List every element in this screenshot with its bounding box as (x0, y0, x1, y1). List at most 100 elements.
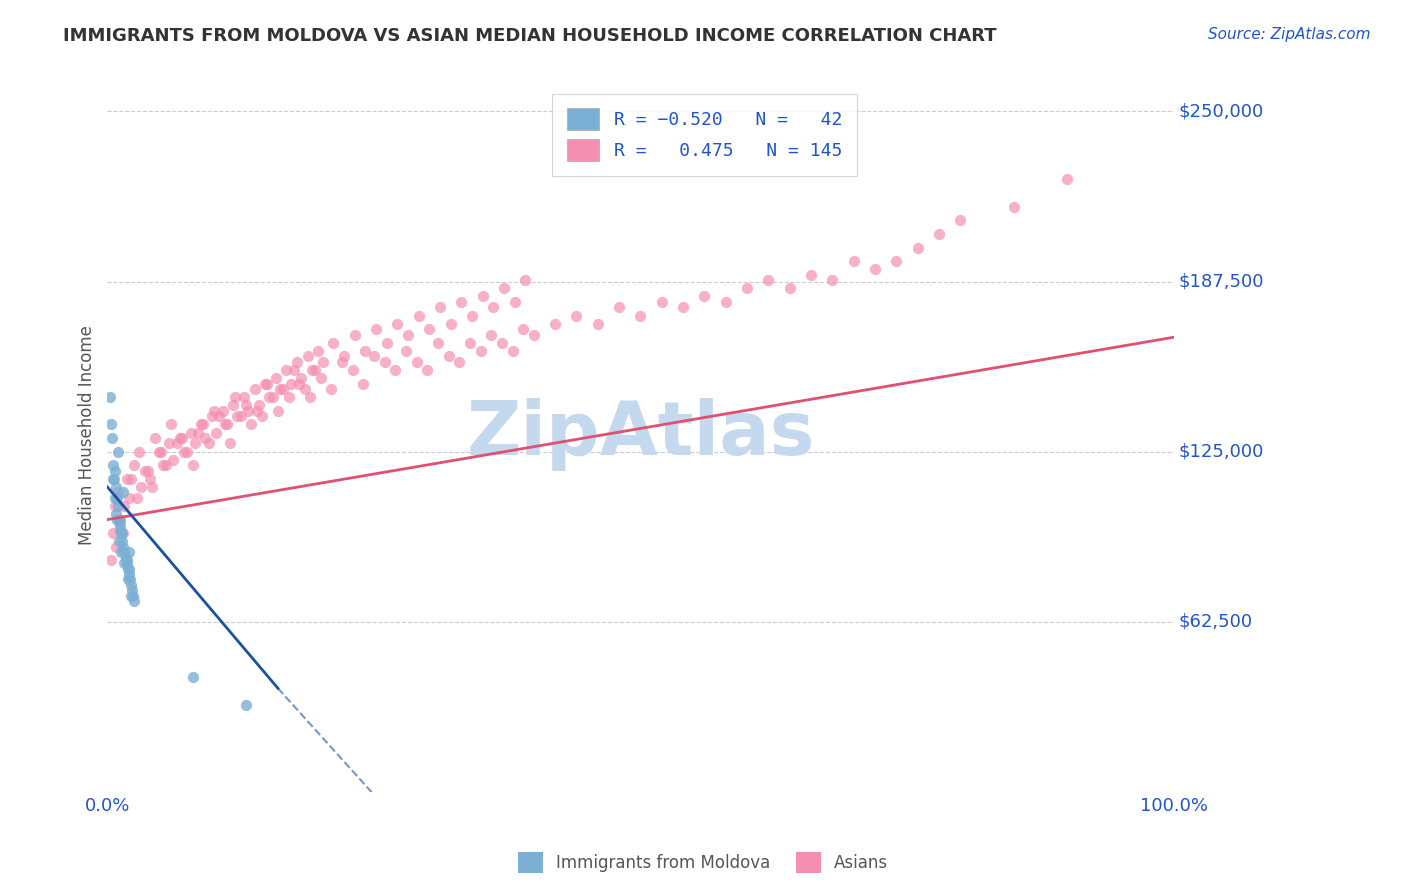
Point (115, 556, 138, 570)
Point (127, 491, 149, 505)
Point (112, 526, 135, 541)
Text: $125,000: $125,000 (1178, 442, 1264, 460)
Point (262, 390, 284, 404)
Point (111, 534, 134, 549)
Point (128, 444, 150, 458)
Point (321, 382, 343, 396)
Point (277, 390, 299, 404)
Point (492, 281, 515, 295)
Legend: Immigrants from Moldova, Asians: Immigrants from Moldova, Asians (512, 846, 894, 880)
Point (271, 382, 294, 396)
Point (173, 444, 195, 458)
Point (267, 403, 290, 417)
Point (118, 561, 141, 575)
Point (949, 213, 972, 227)
Point (202, 403, 225, 417)
Point (565, 309, 588, 323)
Point (301, 363, 323, 377)
Point (405, 355, 427, 369)
Point (215, 417, 238, 432)
Point (714, 294, 737, 309)
Point (104, 464, 127, 478)
Point (136, 464, 159, 478)
Point (197, 436, 219, 450)
Point (104, 491, 127, 505)
Point (118, 573, 141, 587)
Point (108, 518, 131, 533)
Point (523, 327, 546, 342)
Point (247, 398, 270, 412)
Point (229, 409, 252, 424)
Point (416, 363, 439, 377)
Point (288, 376, 311, 391)
Point (630, 309, 652, 323)
Point (162, 452, 184, 467)
Point (208, 409, 231, 424)
Point (104, 507, 127, 521)
Point (115, 553, 138, 567)
Point (364, 322, 387, 336)
Point (395, 343, 418, 358)
Point (243, 382, 266, 396)
Point (735, 281, 758, 295)
Point (121, 583, 143, 598)
Point (118, 567, 141, 582)
Point (363, 349, 385, 363)
Point (114, 545, 136, 559)
Point (264, 371, 287, 385)
Point (863, 262, 886, 277)
Point (235, 698, 257, 712)
Point (105, 513, 128, 527)
Point (333, 349, 356, 363)
Point (101, 472, 124, 486)
Point (586, 317, 609, 331)
Point (104, 499, 127, 513)
Point (1002, 200, 1025, 214)
Point (131, 480, 153, 494)
Point (205, 425, 228, 440)
Point (107, 444, 129, 458)
Point (384, 363, 406, 377)
Text: ZipAtlas: ZipAtlas (467, 398, 814, 471)
Point (491, 335, 513, 350)
Point (100, 417, 122, 432)
Point (214, 417, 236, 432)
Point (222, 398, 245, 412)
Point (115, 472, 138, 486)
Point (450, 294, 472, 309)
Point (112, 485, 135, 500)
Point (100, 431, 122, 445)
Point (387, 317, 409, 331)
Point (107, 485, 129, 500)
Point (269, 382, 291, 396)
Point (176, 444, 198, 458)
Point (607, 301, 630, 315)
Point (294, 382, 316, 396)
Point (101, 526, 124, 541)
Point (139, 472, 162, 486)
Point (343, 327, 366, 342)
Point (515, 273, 537, 287)
Point (103, 472, 125, 486)
Point (1056, 172, 1078, 186)
Point (170, 431, 193, 445)
Point (297, 349, 319, 363)
Point (322, 335, 344, 350)
Point (187, 425, 209, 440)
Point (374, 355, 396, 369)
Point (693, 289, 716, 303)
Point (470, 343, 492, 358)
Point (254, 376, 277, 391)
Point (114, 550, 136, 565)
Point (122, 589, 145, 603)
Point (440, 317, 463, 331)
Point (330, 355, 353, 369)
Point (503, 294, 526, 309)
Text: Source: ZipAtlas.com: Source: ZipAtlas.com (1208, 27, 1371, 42)
Text: IMMIGRANTS FROM MOLDOVA VS ASIAN MEDIAN HOUSEHOLD INCOME CORRELATION CHART: IMMIGRANTS FROM MOLDOVA VS ASIAN MEDIAN … (63, 27, 997, 45)
Point (512, 322, 534, 336)
Point (308, 343, 330, 358)
Point (100, 553, 122, 567)
Point (105, 491, 128, 505)
Point (169, 431, 191, 445)
